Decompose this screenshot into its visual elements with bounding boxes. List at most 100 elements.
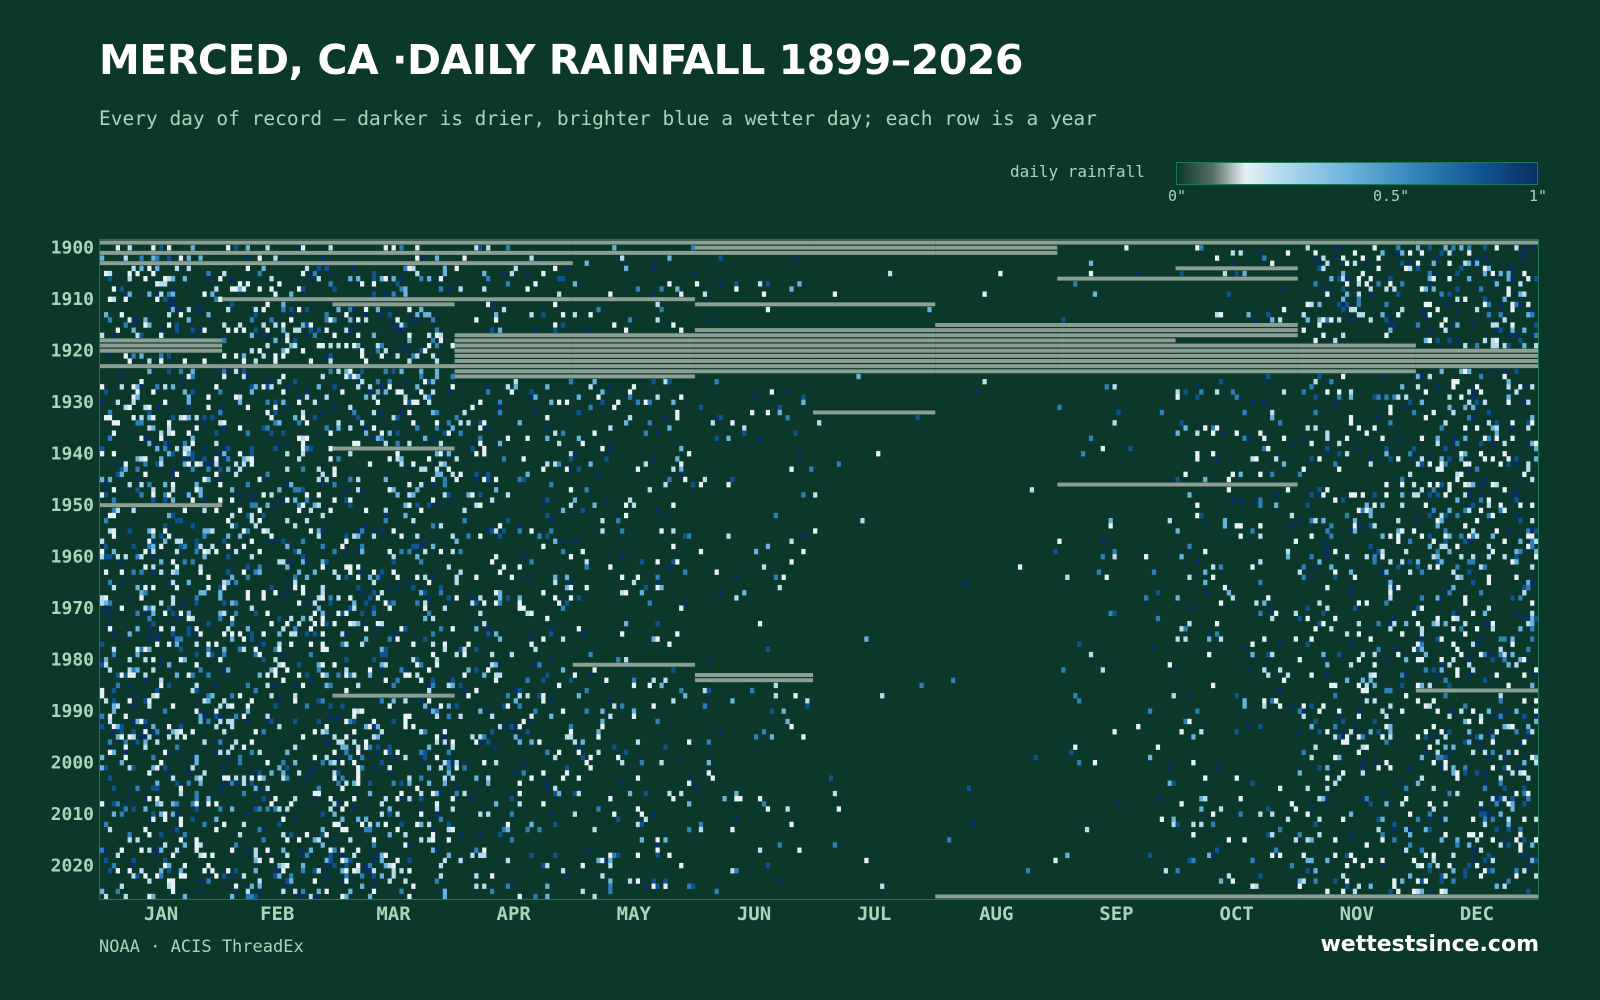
rain-day-cell xyxy=(1419,435,1425,441)
rain-day-cell xyxy=(434,276,440,282)
rain-day-cell xyxy=(174,729,180,735)
rain-day-cell xyxy=(360,548,365,555)
rain-day-cell xyxy=(423,605,428,611)
rain-day-cell xyxy=(1474,770,1480,776)
rain-day-cell xyxy=(549,528,554,534)
rain-day-cell xyxy=(470,492,475,498)
rain-day-cell xyxy=(1478,847,1484,853)
rain-day-cell xyxy=(1065,574,1070,580)
rain-day-cell xyxy=(797,847,802,853)
rain-day-cell xyxy=(1419,847,1425,853)
rain-day-cell xyxy=(1088,651,1094,658)
rain-day-cell xyxy=(1526,420,1531,426)
rain-day-cell xyxy=(214,816,219,822)
rain-day-cell xyxy=(1467,842,1472,848)
rain-day-cell xyxy=(438,548,444,555)
rain-day-cell xyxy=(1534,445,1539,452)
rain-day-cell xyxy=(1478,832,1484,838)
rain-day-cell xyxy=(1258,579,1263,586)
rain-day-cell xyxy=(1246,723,1251,730)
rain-day-cell xyxy=(620,780,625,786)
rain-day-cell xyxy=(103,518,109,524)
rain-day-cell xyxy=(1530,626,1535,632)
rain-day-cell xyxy=(1502,342,1507,349)
rain-day-cell xyxy=(285,466,290,472)
rain-day-cell xyxy=(375,306,381,313)
rain-day-cell xyxy=(186,780,191,786)
rain-day-cell xyxy=(300,554,306,560)
rain-day-cell xyxy=(320,342,325,349)
rain-day-cell xyxy=(1250,780,1255,786)
rain-day-cell xyxy=(564,770,570,776)
rain-day-cell xyxy=(1360,734,1365,740)
rain-day-cell xyxy=(1404,620,1409,627)
rain-day-cell xyxy=(1203,796,1208,802)
rain-day-cell xyxy=(411,657,416,663)
rain-day-cell xyxy=(1214,631,1220,637)
rain-day-cell xyxy=(190,615,195,622)
rain-day-cell xyxy=(1443,301,1448,308)
rain-day-cell xyxy=(253,729,258,735)
rain-day-cell xyxy=(139,384,144,390)
rain-day-cell xyxy=(115,554,120,560)
rain-day-cell xyxy=(1494,796,1499,802)
rain-day-cell xyxy=(1526,888,1531,895)
rain-day-cell xyxy=(1250,651,1255,658)
rain-day-cell xyxy=(155,796,160,802)
missing-data-bar xyxy=(222,250,333,255)
rain-day-cell xyxy=(100,641,105,647)
rain-day-cell xyxy=(356,322,361,328)
rain-day-cell xyxy=(1313,425,1318,431)
rain-day-cell xyxy=(383,600,388,606)
rain-day-cell xyxy=(1474,425,1480,431)
rain-day-cell xyxy=(1388,620,1393,627)
rain-day-cell xyxy=(474,883,479,889)
rain-day-cell xyxy=(635,852,641,859)
rain-day-cell xyxy=(320,528,325,534)
rain-day-cell xyxy=(1494,245,1499,251)
rain-day-cell xyxy=(285,852,290,859)
rain-day-cell xyxy=(482,759,487,766)
rain-day-cell xyxy=(1439,878,1444,884)
rain-day-cell xyxy=(1277,826,1283,833)
rain-day-cell xyxy=(100,723,105,730)
rain-day-cell xyxy=(261,306,266,313)
month-axis-labels: JAN FEB MAR APR MAY JUN JUL AUG SEP OCT NOV DEC xyxy=(144,903,1494,925)
rain-day-cell xyxy=(486,739,491,745)
rain-day-cell xyxy=(1455,615,1460,622)
rain-day-cell xyxy=(1364,682,1369,689)
rain-day-cell xyxy=(356,373,361,380)
rain-day-cell xyxy=(163,445,168,452)
rain-day-cell xyxy=(391,600,396,606)
rain-day-cell xyxy=(143,677,148,683)
rain-day-cell xyxy=(1518,739,1523,745)
rain-day-cell xyxy=(1344,677,1350,683)
rain-day-cell xyxy=(336,420,341,426)
rain-day-cell xyxy=(273,667,278,673)
rain-day-cell xyxy=(387,832,392,838)
rain-day-cell xyxy=(241,713,247,720)
rain-day-cell xyxy=(1388,703,1393,709)
rain-day-cell xyxy=(127,682,132,689)
rain-day-cell xyxy=(1526,276,1531,282)
rain-day-cell xyxy=(253,857,258,864)
missing-data-bar xyxy=(332,364,455,369)
rain-day-cell xyxy=(265,759,270,766)
rain-day-cell xyxy=(107,276,113,282)
rain-day-cell xyxy=(1530,533,1535,539)
rain-day-cell xyxy=(1384,723,1389,730)
rain-day-cell xyxy=(1498,754,1503,761)
rain-day-cell xyxy=(1384,286,1389,292)
rain-day-cell xyxy=(864,857,869,864)
rain-day-cell xyxy=(753,394,759,400)
rain-day-cell xyxy=(1207,636,1212,642)
rain-day-cell xyxy=(1266,445,1271,452)
rain-day-cell xyxy=(1530,564,1535,570)
rain-day-cell xyxy=(423,538,428,544)
rain-day-cell xyxy=(352,718,357,725)
rain-day-cell xyxy=(312,399,317,405)
rain-day-cell xyxy=(344,327,349,333)
rain-day-cell xyxy=(1329,379,1334,385)
rain-day-cell xyxy=(517,605,522,611)
rain-day-cell xyxy=(395,451,400,457)
